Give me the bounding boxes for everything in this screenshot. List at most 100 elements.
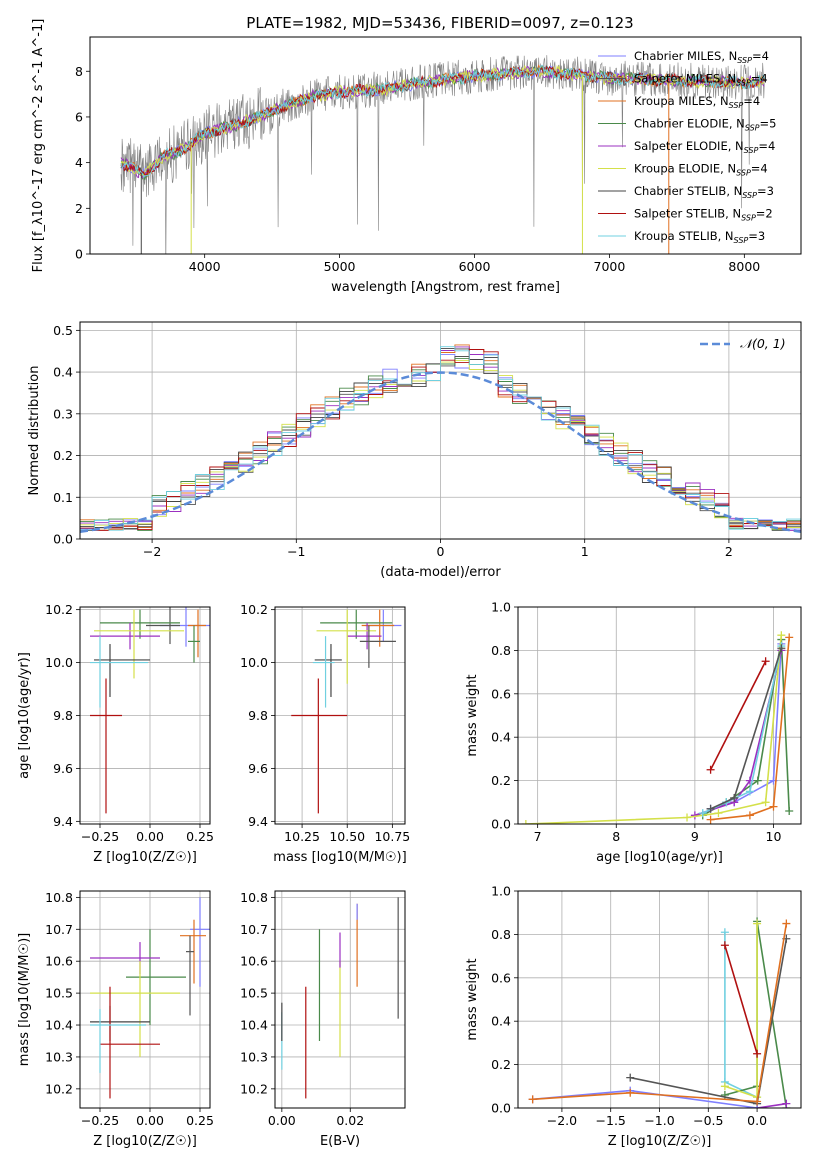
errorbars (281, 897, 399, 1099)
legend-subscript: SSP (742, 191, 757, 200)
y-tick-label: 0.8 (491, 643, 511, 658)
weight-marker (521, 820, 530, 824)
y-tick-label: 10.4 (45, 1018, 73, 1033)
y-tick-label: 0.2 (491, 1057, 511, 1072)
y-tick-label: 0.4 (53, 365, 73, 380)
legend-text: =3 (748, 229, 765, 243)
y-tick-label: 0.8 (491, 927, 511, 942)
x-tick-label: 8 (612, 829, 620, 844)
y-tick-label: 10.0 (240, 655, 268, 670)
legend-subscript: SSP (744, 146, 759, 155)
x-axis-label: wavelength [Angstrom, rest frame] (331, 280, 560, 295)
x-axis-label: E(B-V) (320, 1134, 360, 1149)
weight-line-salpeter-elodie (756, 1102, 787, 1108)
weight-marker (753, 776, 762, 785)
x-tick-label: 9 (691, 829, 699, 844)
y-tick-label: 6 (75, 109, 83, 124)
y-tick-label: 9.6 (248, 761, 268, 776)
legend-subscript: SSP (736, 79, 751, 88)
y-axis-label: mass [log10(M/M☉)] (17, 933, 32, 1066)
weight-marker (730, 793, 739, 802)
legend-subscript: SSP (741, 214, 756, 223)
axes-frame (89, 36, 802, 255)
x-tick-label: 10.25 (284, 829, 320, 844)
panel-mass-EBV: 0.00 0.02 10.2 10.3 10.4 10.5 10.6 10.7 10.8 E(B-… (240, 890, 406, 1149)
x-tick-label: 0.00 (136, 829, 164, 844)
y-tick-label: 10.3 (240, 1049, 268, 1064)
y-tick-label: 0.0 (491, 817, 511, 832)
legend-entry: Salpeter STELIB, NSSP=2 (634, 207, 773, 223)
legend-text: Chabrier STELIB, N (634, 184, 742, 198)
x-tick-label: 6000 (459, 259, 491, 274)
x-tick-label: −2 (143, 544, 161, 559)
x-axis-label: (data-model)/error (380, 565, 501, 580)
legend-entry: Kroupa MILES, NSSP=4 (634, 94, 760, 110)
legend-entry: Chabrier ELODIE, NSSP=5 (634, 117, 776, 133)
axes-frame (274, 606, 406, 825)
y-tick-label: 0.6 (491, 970, 511, 985)
panel-age-mass: 10.25 10.50 10.75 9.4 9.6 9.8 10.0 10.2 mass [lo… (240, 602, 410, 865)
x-tick-label: 0.00 (268, 1113, 296, 1128)
weight-marker (720, 941, 729, 950)
y-tick-label: 2 (75, 201, 83, 216)
x-tick-label: −0.25 (81, 829, 119, 844)
y-tick-label: 0.3 (53, 406, 73, 421)
x-tick-label: 0.0 (747, 1113, 767, 1128)
legend-entry: Kroupa ELODIE, NSSP=4 (634, 162, 768, 178)
y-tick-label: 10.6 (45, 954, 73, 969)
y-axis-label: Flux [f_λ10^-17 erg cm^-2 s^-1 A^-1] (31, 19, 46, 273)
legend-text: =4 (743, 94, 760, 108)
weight-marker (785, 806, 794, 815)
x-tick-label: 7000 (594, 259, 626, 274)
y-axis-label: age [log10(age/yr)] (17, 652, 32, 779)
weight-line-salpeter-stelib (724, 945, 758, 1055)
y-tick-label: 0 (75, 247, 83, 262)
weight-marker (714, 809, 723, 818)
x-tick-label: 8000 (728, 259, 760, 274)
weight-lines (528, 917, 791, 1108)
panel-weight-age: 7 8 9 10 0.0 0.2 0.4 0.6 0.8 1.0 age [log10(age/yr… (465, 600, 802, 865)
panel-weight-Z: −2.0 −1.5 −1.0 −0.5 0.0 0.0 0.2 0.4 0.6 0.8 1.0 Z [… (465, 884, 802, 1149)
x-axis-label: mass [log10(M/M☉)] (273, 850, 406, 865)
y-tick-label: 0.4 (491, 730, 511, 745)
x-axis-label: Z [log10(Z/Z☉)] (608, 1134, 712, 1149)
legend-subscript: SSP (737, 56, 752, 65)
legend-entry: Chabrier STELIB, NSSP=3 (634, 184, 774, 200)
axes-frame (517, 606, 802, 825)
y-tick-label: 10.8 (240, 890, 268, 905)
y-axis-label: mass weight (465, 674, 480, 756)
y-tick-label: 10.6 (240, 954, 268, 969)
weight-marker (683, 813, 692, 822)
panel-age-Z: −0.25 0.00 0.25 9.4 9.6 9.8 10.0 10.2 Z [log10(Z… (17, 602, 214, 865)
x-tick-label: 10.50 (329, 829, 365, 844)
chart-layer: 4000 5000 6000 7000 8000 0 2 4 6 8 wavelength [Ang… (17, 19, 802, 1149)
y-tick-label: 9.8 (248, 708, 268, 723)
y-tick-label: 9.6 (53, 761, 73, 776)
x-tick-label: 1 (581, 544, 589, 559)
y-tick-label: 9.8 (53, 708, 73, 723)
legend-subscript: SSP (736, 169, 751, 178)
y-tick-label: 0.0 (491, 1101, 511, 1116)
y-tick-label: 0.2 (53, 448, 73, 463)
weight-lines (521, 631, 794, 824)
legend-subscript: SSP (734, 236, 749, 245)
x-axis-label: Z [log10(Z/Z☉)] (93, 1134, 197, 1149)
legend-entry: Salpeter ELODIE, NSSP=4 (634, 139, 775, 155)
weight-marker (706, 765, 715, 774)
y-tick-label: 10.7 (45, 922, 73, 937)
weight-marker (528, 1095, 537, 1104)
y-tick-label: 10.5 (240, 986, 268, 1001)
x-tick-label: 0.25 (186, 829, 214, 844)
x-tick-label: −1 (287, 544, 305, 559)
figure-title: PLATE=1982, MJD=53436, FIBERID=0097, z=0… (246, 14, 633, 32)
legend-entry: Kroupa STELIB, NSSP=3 (634, 229, 765, 245)
x-axis-label: age [log10(age/yr)] (596, 850, 723, 865)
y-tick-label: 10.2 (240, 1081, 268, 1096)
weight-marker (785, 633, 794, 642)
x-tick-label: −1.5 (596, 1113, 626, 1128)
gaussian-reference-line (80, 371, 801, 533)
x-axis-label: Z [log10(Z/Z☉)] (93, 850, 197, 865)
y-tick-label: 0.0 (53, 532, 73, 547)
